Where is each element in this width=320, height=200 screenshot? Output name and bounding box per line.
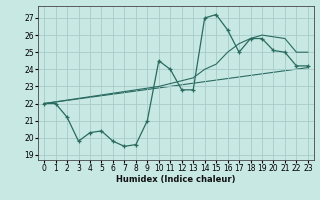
X-axis label: Humidex (Indice chaleur): Humidex (Indice chaleur) [116,175,236,184]
